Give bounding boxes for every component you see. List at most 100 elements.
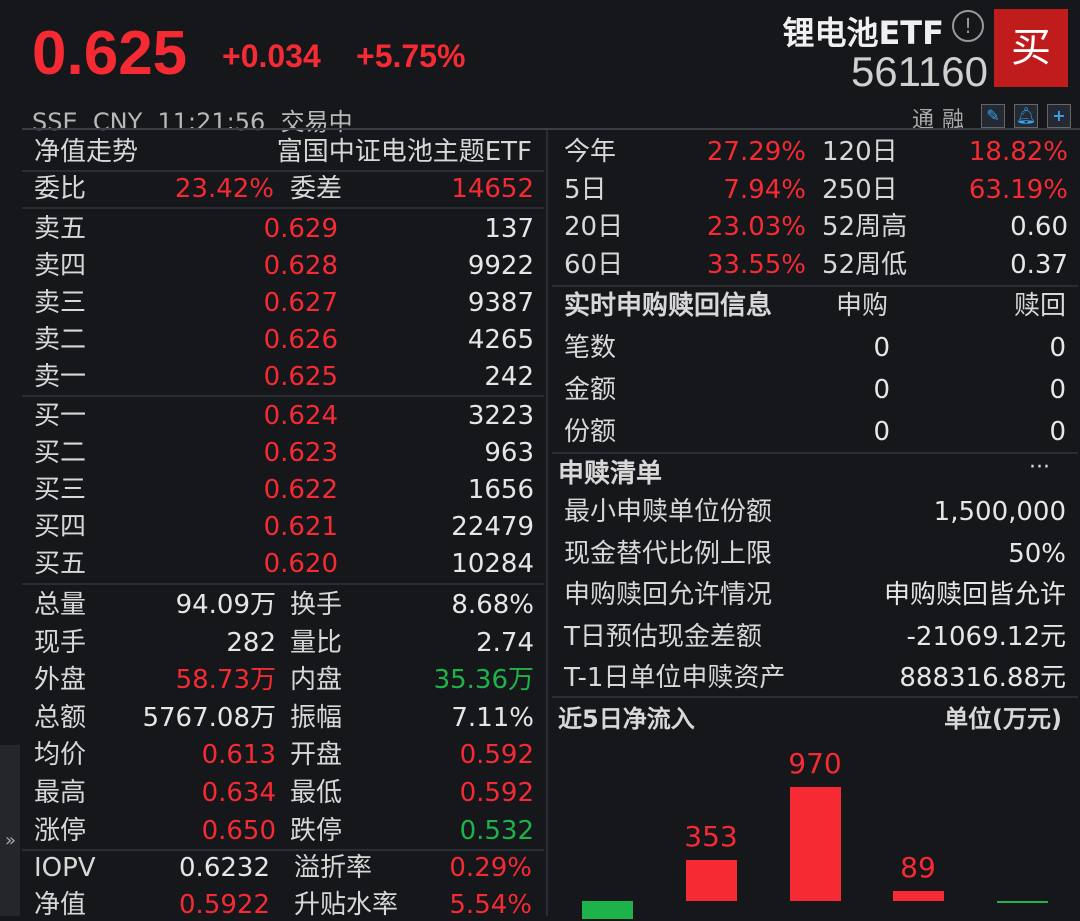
stat-label: 20日 [564,212,624,243]
stat-value: 8.68% [451,590,534,620]
realtime-label: 金额 [564,375,617,405]
price-change-pct: +5.75% [356,38,466,74]
buy-button[interactable]: 买 [994,9,1068,87]
level-volume: 10284 [451,549,534,579]
stat-label: 52周高 [822,212,908,243]
level-volume: 242 [484,362,534,392]
stat-label: 量比 [290,627,343,658]
column-divider [546,130,548,916]
stat-label: 52周低 [822,249,908,280]
redeem-value: 0 [1049,417,1066,447]
inflow-bar-label: 970 [788,747,842,780]
stat-value: 0.650 [201,815,276,846]
inflow-bar [582,901,633,919]
stat-label: 溢折率 [294,853,373,883]
level-label: 卖一 [34,362,87,392]
level-price: 0.623 [263,438,338,468]
bell-icon[interactable]: 🔔︎ [1014,104,1038,128]
level-price: 0.628 [263,251,338,281]
header-divider [22,128,1080,130]
level-price: 0.629 [263,214,338,244]
more-button[interactable]: ··· [1029,455,1050,480]
stat-value: 35.36万 [433,665,534,696]
stat-label: 跌停 [290,815,343,846]
subscribe-header: 申购 [836,291,889,321]
stat-label: 今年 [564,137,617,167]
realtime-label: 笔数 [564,333,617,363]
fund-full-name: 富国中证电池主题ETF [276,137,532,167]
wei-bi-value: 23.42% [174,174,274,204]
stat-value: 0.37 [1010,249,1068,280]
level-volume: 4265 [467,325,534,355]
stat-label: 升贴水率 [294,890,399,920]
level-label: 买一 [34,401,87,431]
list-value: 1,500,000 [933,497,1066,527]
row-divider [552,452,1078,454]
stat-label: 120日 [822,137,898,167]
chart-unit: 单位(万元) [944,705,1062,733]
level-label: 卖三 [34,288,87,318]
row-divider [22,170,544,172]
level-price: 0.625 [263,362,338,392]
level-volume: 963 [484,438,534,468]
stat-label: 外盘 [34,665,87,696]
expand-icon[interactable]: » [5,830,17,851]
subscribe-value: 0 [873,333,890,363]
stat-value: 58.73万 [175,665,276,696]
stat-label: 换手 [290,590,343,620]
stat-value: 0.592 [459,740,534,771]
stat-label: 最低 [290,778,343,808]
stat-label: 总额 [34,702,87,733]
redeem-value: 0 [1049,333,1066,363]
realtime-label: 份额 [564,417,617,447]
stat-label: 250日 [822,174,898,205]
list-label: 现金替代比例上限 [564,538,773,569]
level-volume: 1656 [467,475,534,505]
stat-label: 最高 [34,778,87,808]
stat-value: 0.5922 [179,890,270,920]
stat-value: 18.82% [968,137,1068,167]
stat-value: 0.634 [201,778,276,808]
level-volume: 137 [484,214,534,244]
list-title: 申赎清单 [558,459,663,489]
level-volume: 9922 [467,251,534,281]
inflow-bar [790,787,841,901]
security-code: 561160 [850,48,988,95]
wei-cha-label: 委差 [290,174,343,204]
stat-value: 0.6232 [179,853,270,883]
list-value: 申购赎回皆允许 [883,580,1066,610]
row-divider [22,395,544,397]
edit-icon[interactable]: ✎ [981,104,1005,128]
redeem-header: 赎回 [1013,291,1066,321]
subscribe-value: 0 [873,417,890,447]
level-label: 卖五 [34,214,87,244]
stat-value: 282 [226,627,276,658]
stat-value: 0.613 [201,740,276,771]
level-volume: 3223 [467,401,534,431]
stat-label: 现手 [34,627,87,658]
stat-value: 63.19% [968,174,1068,205]
inflow-bar-label: 353 [684,819,738,853]
row-divider [22,849,544,851]
inflow-bar [893,890,944,901]
stat-label: 涨停 [34,815,87,846]
list-label: T-1日单位申赎资产 [564,663,786,693]
nav-net-value-trend[interactable]: 净值走势 [34,137,139,167]
stat-label: 60日 [564,249,624,280]
market-status: SSE CNY 11:21:56 交易中 [32,108,353,136]
level-label: 卖四 [34,251,87,281]
stat-value: 0.29% [449,853,532,883]
plus-icon[interactable]: + [1047,104,1071,128]
info-icon[interactable]: ! [952,10,984,42]
row-divider [22,207,544,209]
list-label: 申购赎回允许情况 [564,580,773,610]
level-price: 0.624 [263,401,338,431]
stat-label: 开盘 [290,740,343,771]
inflow-bar [686,859,737,901]
stat-value: 94.09万 [175,590,276,620]
realtime-title: 实时申购赎回信息 [564,291,773,321]
level-label: 买四 [34,512,87,542]
row-divider [552,696,1078,698]
row-divider [552,285,1078,287]
sidebar-collapse-tab[interactable] [0,745,20,916]
